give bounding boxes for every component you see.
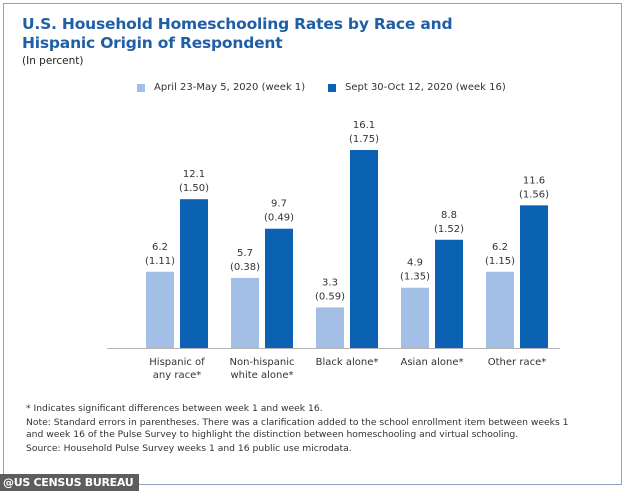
legend-label-week1: April 23-May 5, 2020 (week 1) xyxy=(154,82,306,93)
bar-week16 xyxy=(180,199,208,348)
bar-week16 xyxy=(435,239,463,348)
standard-error-label: (1.50) xyxy=(179,183,209,194)
value-label: 8.8 xyxy=(441,210,457,221)
legend-label-week16: Sept 30-Oct 12, 2020 (week 16) xyxy=(345,82,506,93)
source-note: Source: Household Pulse Survey weeks 1 a… xyxy=(26,442,352,454)
bar-week1 xyxy=(401,287,429,348)
bar-week16 xyxy=(350,150,378,348)
value-label: 6.2 xyxy=(492,242,508,253)
value-label: 5.7 xyxy=(237,248,253,259)
legend-swatch-week16 xyxy=(328,83,336,92)
bar-week1 xyxy=(146,271,174,348)
credit-watermark: @US CENSUS BUREAU xyxy=(0,474,140,491)
value-label: 6.2 xyxy=(152,242,168,253)
bar-week1 xyxy=(486,271,514,348)
category-label: Black alone* xyxy=(316,357,379,368)
category-label: white alone* xyxy=(230,370,293,381)
standard-error-label: (0.59) xyxy=(315,291,345,302)
value-label: 16.1 xyxy=(353,120,375,131)
chart-frame xyxy=(3,3,622,485)
value-label: 4.9 xyxy=(407,258,423,269)
value-label: 9.7 xyxy=(271,199,287,210)
bar-chart: 6.2 (1.11) 12.1 (1.50) Hispanic of any race* 5… xyxy=(107,120,560,381)
legend-item-week1: April 23-May 5, 2020 (week 1) xyxy=(137,82,305,93)
legend-item-week16: Sept 30-Oct 12, 2020 (week 16) xyxy=(328,82,506,93)
category-label: any race* xyxy=(153,370,201,381)
standard-error-label: (1.11) xyxy=(145,256,175,267)
significance-note: * Indicates significant differences betw… xyxy=(26,403,323,414)
bar-week1 xyxy=(231,277,259,348)
bar-week16 xyxy=(520,205,548,348)
chart-subtitle: (In percent) xyxy=(22,55,84,67)
bar-week1 xyxy=(316,307,344,348)
footnotes: * Indicates significant differences betw… xyxy=(26,403,586,456)
chart-title: U.S. Household Homeschooling Rates by Ra… xyxy=(22,15,453,52)
category-label: Hispanic of xyxy=(149,357,205,368)
standard-error-label: (1.15) xyxy=(485,256,515,267)
standard-error-label: (1.52) xyxy=(434,224,464,235)
standard-error-label: (1.56) xyxy=(519,189,549,200)
category-label: Asian alone* xyxy=(401,357,464,368)
category-label: Non-hispanic xyxy=(230,357,295,368)
value-label: 3.3 xyxy=(322,277,338,288)
category-label: Other race* xyxy=(488,357,546,368)
legend-swatch-week1 xyxy=(137,83,145,92)
standard-error-label: (0.38) xyxy=(230,262,260,273)
value-label: 11.6 xyxy=(523,175,545,186)
standard-error-note: Note: Standard errors in parentheses. Th… xyxy=(26,416,569,441)
value-label: 12.1 xyxy=(183,169,205,180)
bar-week16 xyxy=(265,228,293,348)
standard-error-label: (1.75) xyxy=(349,134,379,145)
standard-error-label: (1.35) xyxy=(400,272,430,283)
standard-error-label: (0.49) xyxy=(264,213,294,224)
